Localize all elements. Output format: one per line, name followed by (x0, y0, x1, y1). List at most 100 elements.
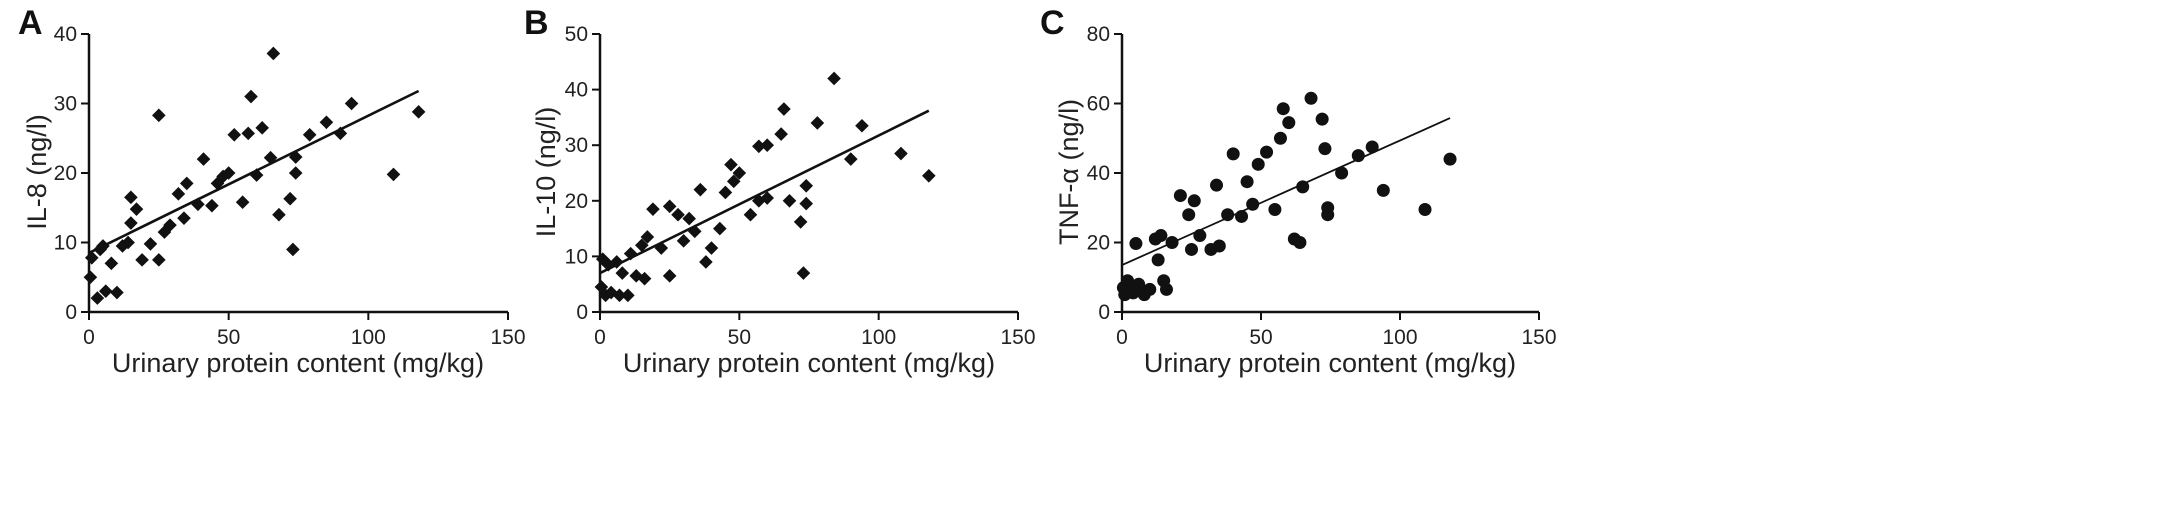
y-tick-label: 80 (1087, 23, 1110, 46)
data-point (682, 211, 696, 226)
tnf-alpha-scatter-chart: 0 50 100 150 0 20 40 60 80 Urinary protein cont… (1054, 23, 1557, 378)
data-point (121, 235, 135, 250)
y-ticks: 0 10 20 30 40 (54, 23, 89, 324)
x-axis-title: Urinary protein content (mg/kg) (1144, 348, 1516, 378)
data-point (635, 238, 649, 253)
data-point (646, 202, 660, 216)
y-tick-label: 20 (54, 162, 77, 185)
y-tick-label: 30 (565, 134, 588, 157)
y-tick-label: 60 (1087, 93, 1110, 116)
y-axis-title: TNF-α (ng/l) (1054, 99, 1084, 245)
data-point (799, 196, 814, 211)
data-point (704, 241, 719, 255)
data-point (227, 127, 242, 142)
x-tick-label: 50 (217, 326, 240, 349)
data-point (844, 152, 858, 166)
data-point (1318, 142, 1332, 156)
data-point (90, 291, 105, 305)
data-point (177, 211, 191, 225)
data-point (1335, 166, 1349, 180)
data-point (210, 176, 225, 191)
data-point (205, 198, 219, 213)
data-point (288, 166, 303, 180)
data-point (263, 150, 278, 165)
data-point (637, 271, 652, 286)
data-point (286, 242, 300, 257)
x-tick-label: 150 (1521, 326, 1556, 349)
y-tick-label: 30 (54, 93, 77, 116)
data-point (724, 157, 738, 172)
data-point (662, 199, 677, 214)
y-tick-label: 40 (54, 23, 77, 46)
data-point (1159, 282, 1173, 296)
data-point (922, 168, 936, 183)
data-point (743, 207, 758, 222)
data-point (810, 116, 825, 130)
data-point (1315, 112, 1329, 126)
data-point (855, 118, 869, 133)
data-point (1226, 147, 1240, 161)
y-axis-title: IL-10 (ng/l) (531, 107, 561, 238)
data-point (623, 246, 638, 261)
data-point (640, 230, 655, 244)
data-point (272, 207, 286, 222)
x-tick-label: 50 (728, 326, 751, 349)
data-point (612, 288, 627, 303)
data-point (1273, 131, 1287, 145)
data-point (143, 237, 158, 251)
axes (598, 34, 1018, 314)
data-point (1321, 201, 1335, 215)
data-point (235, 195, 250, 209)
data-point (713, 221, 727, 236)
data-point (1151, 253, 1165, 267)
data-point (157, 225, 172, 239)
data-point (782, 194, 797, 208)
x-tick-label: 0 (1116, 326, 1128, 349)
data-point (96, 239, 110, 253)
data-point (1121, 274, 1135, 288)
y-tick-label: 10 (565, 245, 588, 268)
y-tick-label: 0 (576, 301, 588, 324)
data-point (598, 288, 613, 303)
il8-scatter-chart: 0 50 100 150 0 10 20 30 40 Urinary protein cont… (22, 23, 526, 378)
data-point (255, 121, 269, 135)
data-point (163, 218, 177, 232)
data-point (718, 185, 733, 200)
data-point (1235, 209, 1249, 223)
x-axis-title: Urinary protein content (mg/kg) (623, 348, 995, 378)
data-point (1293, 236, 1307, 249)
y-ticks: 0 20 40 60 80 (1087, 23, 1122, 324)
data-point (1443, 152, 1457, 166)
data-point (1251, 157, 1265, 171)
data-point (752, 139, 766, 154)
data-point (1165, 236, 1179, 249)
data-point (796, 266, 811, 280)
data-point (84, 250, 99, 265)
axes (1120, 34, 1539, 314)
data-point (1296, 180, 1310, 194)
data-point (1193, 229, 1207, 243)
x-tick-label: 0 (83, 326, 95, 349)
y-ticks: 0 10 20 30 40 50 (565, 23, 600, 324)
data-point (1260, 145, 1274, 159)
y-tick-label: 0 (1098, 301, 1110, 324)
il10-scatter-chart: 0 50 100 150 0 10 20 30 40 50 Urinary protein co… (531, 23, 1036, 378)
data-points (83, 46, 426, 305)
data-point (135, 253, 149, 267)
data-point (244, 89, 258, 104)
data-point (124, 190, 138, 205)
data-point (1173, 189, 1187, 203)
data-point (1210, 178, 1224, 192)
data-point (241, 126, 256, 141)
data-point (129, 202, 144, 216)
y-tick-label: 20 (1087, 232, 1110, 255)
data-point (1268, 202, 1282, 216)
x-tick-label: 150 (490, 326, 525, 349)
regression-line (599, 109, 930, 275)
data-point (221, 166, 236, 180)
data-point (1154, 229, 1168, 243)
x-tick-label: 150 (1000, 326, 1035, 349)
data-point (615, 266, 630, 280)
data-point (98, 284, 113, 298)
data-point (799, 178, 814, 193)
